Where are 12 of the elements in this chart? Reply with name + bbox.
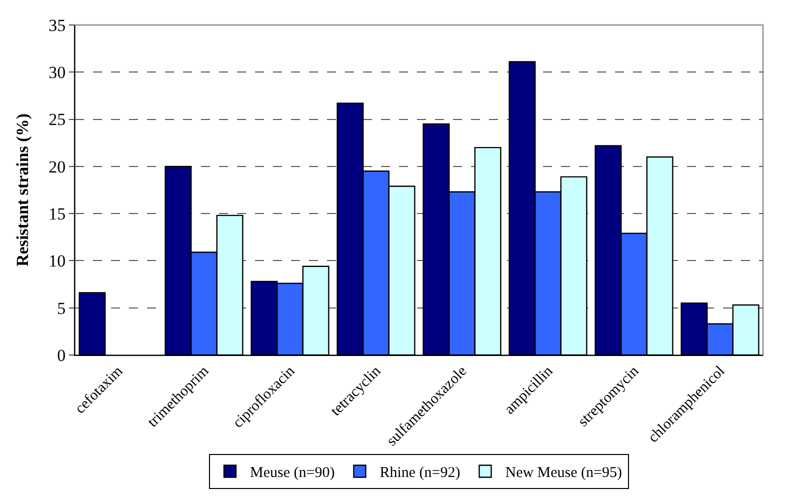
y-axis-title: Resistant strains (%): [13, 114, 32, 266]
y-tick-label: 15: [48, 204, 66, 224]
legend-label: Meuse (n=90): [250, 465, 335, 482]
y-tick-label: 20: [48, 157, 66, 176]
legend-label: Rhine (n=92): [380, 465, 460, 482]
y-tick-label: 35: [48, 16, 66, 35]
y-tick-label: 25: [48, 110, 66, 130]
y-tick-label: 0: [57, 346, 66, 365]
y-tick-label: 30: [48, 63, 66, 82]
y-tick-label: 5: [57, 298, 66, 318]
legend-label: New Meuse (n=95): [505, 465, 622, 482]
y-tick-label: 10: [48, 252, 66, 271]
